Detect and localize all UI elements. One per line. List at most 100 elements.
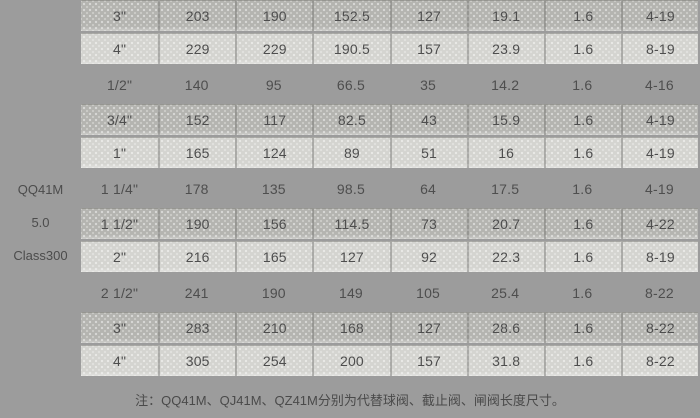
table-cell: 127 [312,242,389,272]
table-cell: 1 1/4" [100,181,139,197]
table-cell: 1.6 [543,138,621,168]
table-cell: 190 [261,285,286,301]
table-cell: 114.5 [312,209,389,239]
table-cell: 4-19 [620,1,698,31]
table-cell: 73 [389,209,467,239]
table-cell: 1.6 [543,346,621,376]
table-cell: 66.5 [336,77,365,93]
table-cell: 20.7 [466,209,544,239]
table-cell: 35 [420,77,437,93]
table-cell: 43 [389,105,467,135]
table-cell: 1 1/2" [100,216,139,232]
table-cell: 4-19 [620,138,698,168]
table-row: 4" 229 229 190.5 157 23.9 1.6 8-19 [81,33,698,64]
table-cell: 8-19 [620,242,698,272]
table-cell: 82.5 [312,105,389,135]
model-class-label: Class300 [13,248,68,263]
table-cell: 190 [158,209,235,239]
table-cell: 156 [235,209,312,239]
table-cell: 31.8 [466,346,544,376]
table-cell: 16 [466,138,544,168]
footnote: 注：QQ41M、QJ41M、QZ41M分别为代替球阀、截止阀、闸阀长度尺寸。 [135,393,565,408]
table-cell: 2" [112,249,127,265]
table-cell: 3" [112,8,127,24]
table-cell: 127 [389,313,467,343]
table-cell: 22.3 [466,242,544,272]
table-cell: 17.5 [491,181,520,197]
table-cell: 1.6 [543,313,621,343]
table-row: 1/2" 140 95 66.5 35 14.2 1.6 4-16 [81,66,698,104]
table-cell: 216 [158,242,235,272]
table-cell: 178 [184,181,209,197]
model-pressure-label: 5.0 [31,215,50,230]
table-cell: 25.4 [491,285,520,301]
table-cell: 92 [389,242,467,272]
table-cell: 1.6 [572,285,593,301]
table-cell: 190.5 [312,34,389,64]
table-cell: 283 [158,313,235,343]
table-cell: 51 [389,138,467,168]
table-row: 3" 283 210 168 127 28.6 1.6 8-22 [81,312,698,343]
table-cell: 8-22 [645,285,674,301]
table-cell: 1.6 [572,77,593,93]
table-cell: 165 [158,138,235,168]
table-cell: 210 [235,313,312,343]
table-cell: 1.6 [572,181,593,197]
table-cell: 1/2" [106,77,133,93]
table-cell: 1.6 [543,34,621,64]
table-cell: 64 [420,181,437,197]
table-row: 2" 216 165 127 92 22.3 1.6 8-19 [81,241,698,272]
table-row: 4" 305 254 200 157 31.8 1.6 8-22 [81,345,698,376]
table-cell: 305 [158,346,235,376]
model-name-label: QQ41M [17,182,64,197]
table-cell: 135 [261,181,286,197]
table-cell: 14.2 [491,77,520,93]
table-cell: 3/4" [106,112,133,128]
table-cell: 117 [235,105,312,135]
table-cell: 1.6 [543,242,621,272]
table-cell: 89 [312,138,389,168]
table-cell: 4-19 [620,105,698,135]
table-cell: 127 [389,1,467,31]
table-row: 1 1/4" 178 135 98.5 64 17.5 1.6 4-19 [81,170,698,208]
table-cell: 2 1/2" [100,285,139,301]
table-cell: 4-19 [645,181,674,197]
table-cell: 95 [265,77,282,93]
table-cell: 1.6 [543,1,621,31]
table-row: 1" 165 124 89 51 16 1.6 4-19 [81,137,698,168]
table-cell: 98.5 [336,181,365,197]
table-cell: 152.5 [312,1,389,31]
table-cell: 157 [389,34,467,64]
table-cell: 4" [112,41,127,57]
table-cell: 105 [416,285,441,301]
table-cell: 203 [158,1,235,31]
table-cell: 190 [235,1,312,31]
table-cell: 8-19 [620,34,698,64]
table-cell: 15.9 [466,105,544,135]
table-cell: 4-16 [645,77,674,93]
table-cell: 152 [158,105,235,135]
table-row: 3/4" 152 117 82.5 43 15.9 1.6 4-19 [81,104,698,135]
table-cell: 28.6 [466,313,544,343]
table-cell: 8-22 [620,313,698,343]
table-cell: 8-22 [620,346,698,376]
table-cell: 23.9 [466,34,544,64]
table-cell: 254 [235,346,312,376]
table-cell: 241 [184,285,209,301]
model-label-block: QQ41M 5.0 Class300 [0,173,81,272]
table-cell: 165 [235,242,312,272]
table-cell: 1.6 [543,209,621,239]
table-cell: 124 [235,138,312,168]
table-cell: 168 [312,313,389,343]
table-row: 3" 203 190 152.5 127 19.1 1.6 4-19 [81,0,698,31]
table-cell: 19.1 [466,1,544,31]
table-cell: 140 [184,77,209,93]
table-row: 1 1/2" 190 156 114.5 73 20.7 1.6 4-22 [81,208,698,239]
table-cell: 4-22 [620,209,698,239]
table-cell: 157 [389,346,467,376]
table-cell: 229 [235,34,312,64]
table-cell: 1.6 [543,105,621,135]
table-cell: 4" [112,353,127,369]
table-cell: 3" [112,320,127,336]
